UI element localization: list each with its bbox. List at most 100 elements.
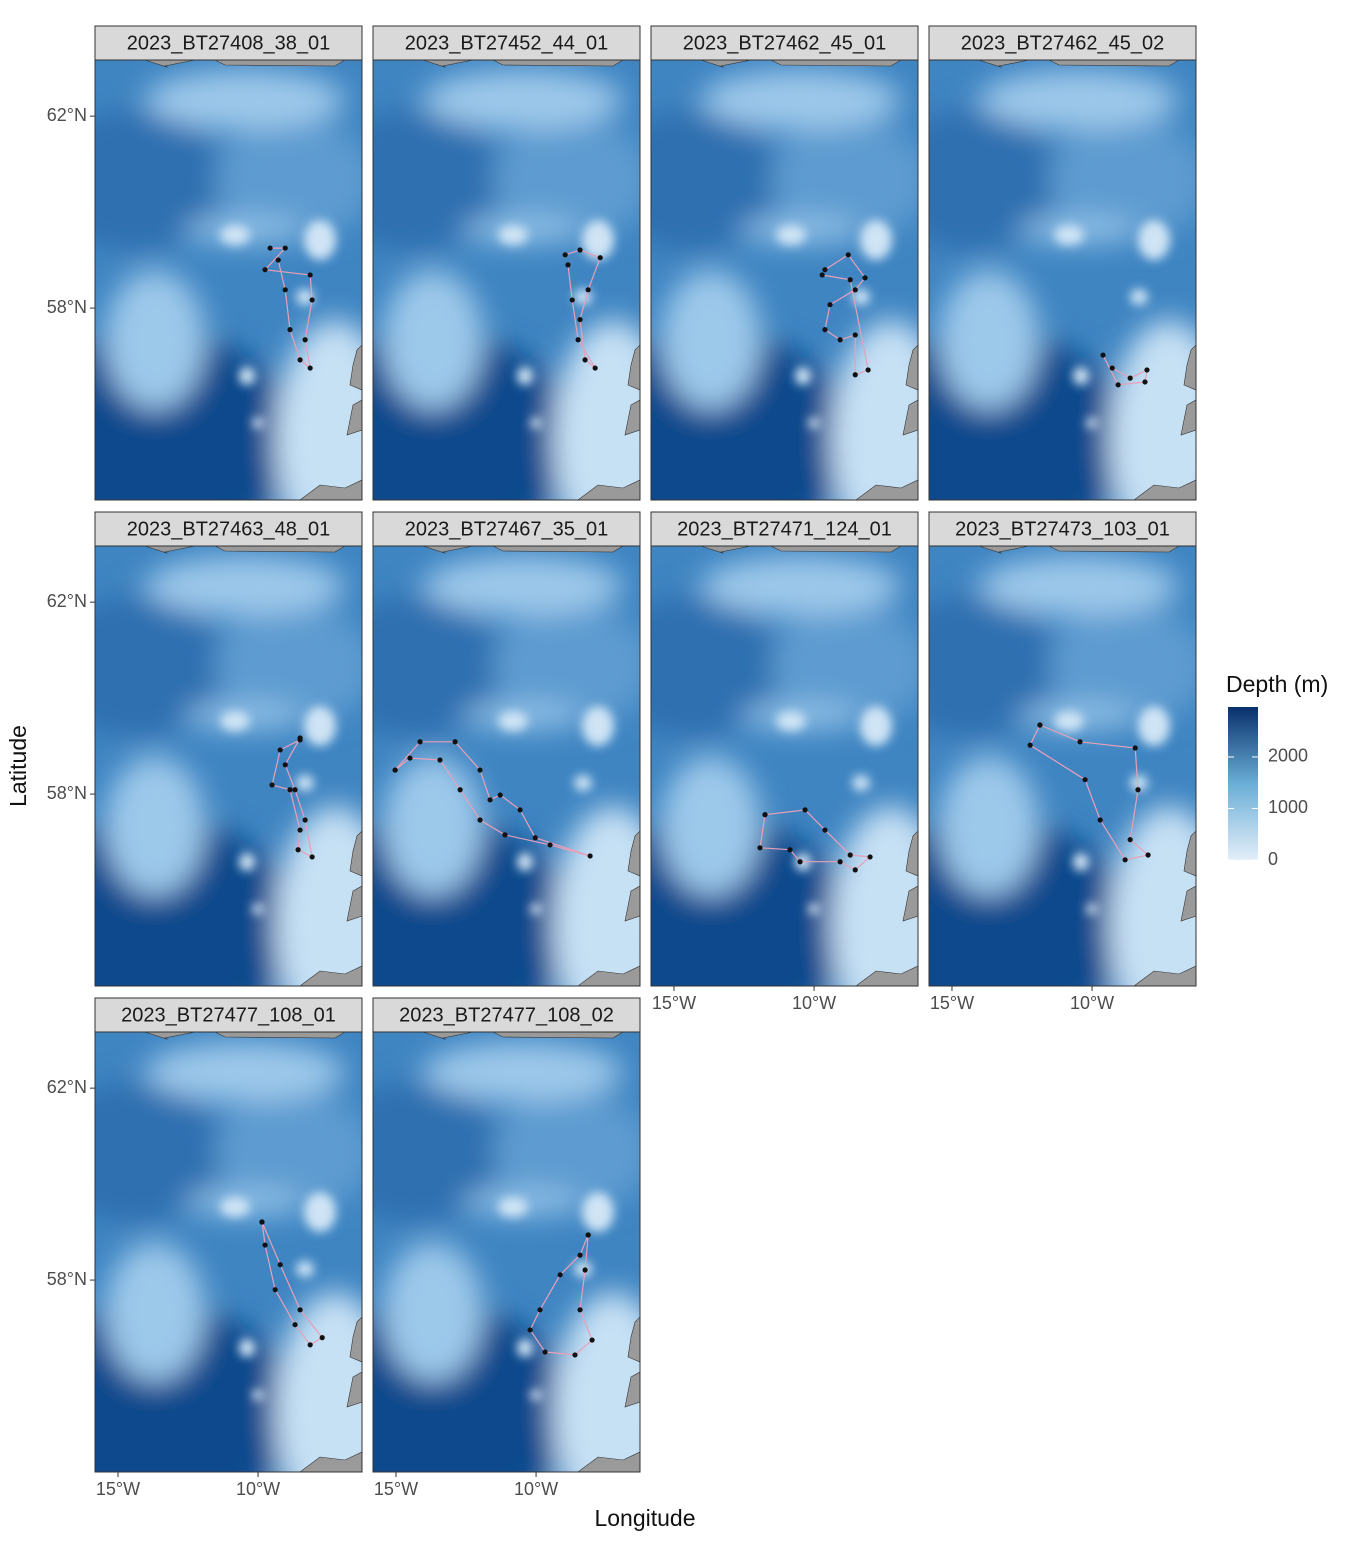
strip xyxy=(94,997,363,1033)
track-point xyxy=(262,1242,268,1248)
track-point xyxy=(277,747,283,753)
track-point xyxy=(437,757,443,763)
track-point xyxy=(827,302,833,308)
strip-title: 2023_BT27467_35_01 xyxy=(405,518,609,540)
track-line xyxy=(822,253,869,376)
track-point xyxy=(569,297,575,303)
panel-border xyxy=(928,59,1197,501)
track-point xyxy=(577,1307,583,1313)
strip xyxy=(928,25,1197,61)
track-point xyxy=(762,812,768,818)
track-point xyxy=(309,854,315,860)
track-point xyxy=(537,1307,543,1313)
y-tick-label: 62°N xyxy=(47,1077,87,1097)
strip-title: 2023_BT27477_108_01 xyxy=(121,1004,336,1026)
track-point xyxy=(797,859,803,865)
track-point xyxy=(292,787,298,793)
strip xyxy=(94,25,363,61)
legend-title: Depth (m) xyxy=(1226,671,1328,697)
track-point xyxy=(532,835,538,841)
track-point xyxy=(1135,787,1141,793)
track-point xyxy=(1142,379,1148,385)
facet-panel: 2023_BT27477_108_02 15°W 10°W xyxy=(372,997,641,1499)
y-tick-label: 58°N xyxy=(47,1269,87,1289)
track-point xyxy=(477,767,483,773)
track-point xyxy=(852,287,858,293)
track-point xyxy=(297,735,303,741)
track-point xyxy=(1127,837,1133,843)
colorbar xyxy=(1228,707,1258,860)
strip xyxy=(928,511,1197,547)
track-point xyxy=(847,277,853,283)
track-point xyxy=(319,1335,325,1341)
panel-border xyxy=(372,1031,641,1473)
panel-border xyxy=(650,545,919,987)
y-tick-label: 58°N xyxy=(47,297,87,317)
track-point xyxy=(592,365,598,371)
facet-panel: 2023_BT27462_45_02 xyxy=(928,25,1197,501)
track-point xyxy=(582,357,588,363)
strip xyxy=(94,511,363,547)
track-point xyxy=(577,1252,583,1258)
strip xyxy=(650,511,919,547)
strip-title: 2023_BT27462_45_01 xyxy=(683,32,887,54)
panel-border xyxy=(94,545,363,987)
track-point xyxy=(802,807,808,813)
track-point xyxy=(452,739,458,745)
track-point xyxy=(287,787,293,793)
track-point xyxy=(1027,742,1033,748)
track-point xyxy=(259,1219,265,1225)
track-point xyxy=(822,327,828,333)
y-tick-label: 62°N xyxy=(47,105,87,125)
strip-title: 2023_BT27452_44_01 xyxy=(405,32,609,54)
strip-title: 2023_BT27473_103_01 xyxy=(955,518,1170,540)
track-point xyxy=(292,1322,298,1328)
track-point xyxy=(852,332,858,338)
track-point xyxy=(297,827,303,833)
y-tick-label: 58°N xyxy=(47,783,87,803)
strip-title: 2023_BT27462_45_02 xyxy=(961,32,1165,54)
track-point xyxy=(757,845,763,851)
track-point xyxy=(527,1327,533,1333)
track-point xyxy=(502,832,508,838)
panel-border xyxy=(94,59,363,501)
track-point xyxy=(585,1232,591,1238)
panel-border xyxy=(94,1031,363,1473)
track-point xyxy=(309,297,315,303)
panels: 2023_BT27408_38_01 58°N 62°N 2023_BT27452_4… xyxy=(47,25,1197,1499)
track-point xyxy=(272,1287,278,1293)
track-point xyxy=(277,1262,283,1268)
facet-panel: 2023_BT27473_103_01 15°W 10°W xyxy=(928,511,1197,1013)
track-point xyxy=(1082,777,1088,783)
track-point xyxy=(845,252,851,258)
track-point xyxy=(862,275,868,281)
colorbar-label: 2000 xyxy=(1268,746,1308,766)
panel-border xyxy=(650,59,919,501)
track-point xyxy=(407,755,413,761)
x-tick-label: 15°W xyxy=(374,1479,418,1499)
track-point xyxy=(837,337,843,343)
strip-title: 2023_BT27463_48_01 xyxy=(127,518,331,540)
track-point xyxy=(547,842,553,848)
track-point xyxy=(417,739,423,745)
track-point xyxy=(572,1352,578,1358)
colorbar-label: 0 xyxy=(1268,849,1278,869)
facet-panel: 2023_BT27463_48_01 58°N 62°N xyxy=(47,511,363,987)
track-point xyxy=(837,859,843,865)
track-point xyxy=(1127,375,1133,381)
track-point xyxy=(297,1307,303,1313)
track-point xyxy=(577,247,583,253)
track-point xyxy=(307,365,313,371)
track-point xyxy=(282,762,288,768)
track-point xyxy=(1144,367,1150,373)
track-point xyxy=(275,257,281,263)
track-point xyxy=(297,357,303,363)
y-axis-title: Latitude xyxy=(5,725,31,807)
track-point xyxy=(589,1337,595,1343)
y-tick-label: 62°N xyxy=(47,591,87,611)
panel-border xyxy=(928,545,1197,987)
track-point xyxy=(542,1349,548,1355)
track-point xyxy=(587,853,593,859)
track-point xyxy=(557,1272,563,1278)
